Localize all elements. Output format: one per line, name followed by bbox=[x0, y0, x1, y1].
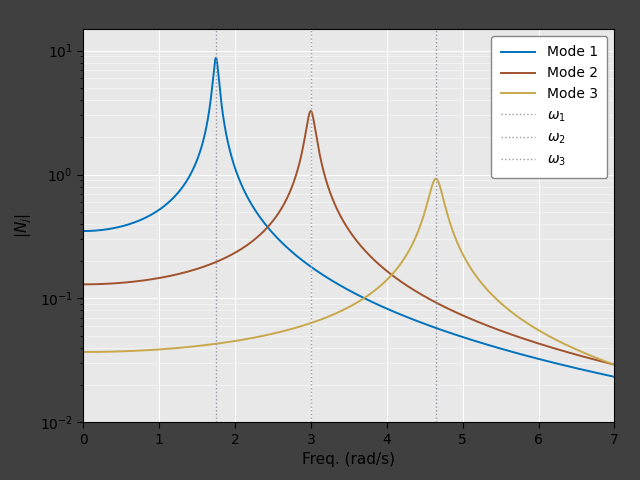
Mode 2 bbox=[106, 281, 114, 287]
Mode 2 bbox=[611, 362, 618, 368]
Line: Mode 3: Mode 3 bbox=[83, 179, 614, 365]
Mode 1 bbox=[394, 311, 401, 316]
Mode 1 bbox=[106, 226, 114, 232]
Mode 3 bbox=[79, 349, 87, 355]
Mode 3 bbox=[611, 362, 618, 368]
X-axis label: Freq. (rad/s): Freq. (rad/s) bbox=[302, 452, 396, 468]
Mode 2 bbox=[79, 281, 87, 287]
Mode 2 bbox=[272, 215, 280, 220]
Mode 1 bbox=[611, 374, 618, 380]
Mode 3 bbox=[106, 349, 114, 355]
Line: Mode 2: Mode 2 bbox=[83, 111, 614, 365]
Mode 3 bbox=[502, 304, 509, 310]
Mode 2 bbox=[307, 108, 315, 114]
Mode 1 bbox=[79, 228, 87, 234]
Mode 1 bbox=[473, 339, 481, 345]
Mode 3 bbox=[432, 176, 440, 181]
Mode 1 bbox=[272, 233, 280, 239]
Mode 2 bbox=[473, 319, 481, 324]
Legend: Mode 1, Mode 2, Mode 3, $\omega_1$, $\omega_2$, $\omega_3$: Mode 1, Mode 2, Mode 3, $\omega_1$, $\om… bbox=[491, 36, 607, 178]
Mode 1 bbox=[502, 347, 509, 353]
Mode 2 bbox=[417, 291, 424, 297]
Mode 3 bbox=[272, 330, 280, 336]
Mode 3 bbox=[417, 222, 424, 228]
Line: Mode 1: Mode 1 bbox=[83, 58, 614, 377]
Mode 2 bbox=[394, 276, 401, 282]
Mode 1 bbox=[212, 55, 220, 60]
Mode 3 bbox=[394, 265, 401, 271]
Mode 1 bbox=[417, 320, 424, 325]
Mode 3 bbox=[473, 275, 481, 280]
Mode 2 bbox=[502, 329, 509, 335]
Y-axis label: $|N_j|$: $|N_j|$ bbox=[13, 213, 34, 238]
